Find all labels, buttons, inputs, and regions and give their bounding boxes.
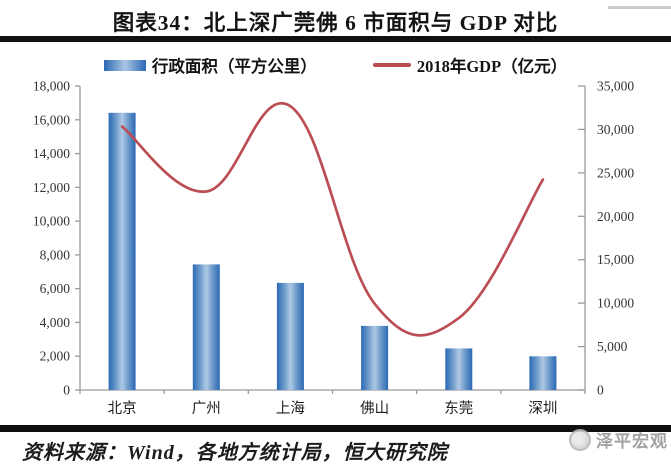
svg-text:12,000: 12,000 [33,180,70,195]
svg-text:35,000: 35,000 [597,79,634,94]
svg-text:20,000: 20,000 [597,209,634,224]
watermark: 泽平宏观 [569,427,668,452]
gdp-line [120,102,545,337]
source-note: 资料来源：Wind，各地方统计局，恒大研究院 [22,442,448,464]
legend-label-area: 行政面积（平方公里） [151,57,317,76]
svg-text:14,000: 14,000 [33,146,70,161]
svg-text:佛山: 佛山 [360,400,389,417]
area-bar-swatch-icon [103,59,146,71]
title-divider [0,36,671,42]
svg-text:深圳: 深圳 [528,400,557,417]
bar-佛山 [361,325,389,390]
svg-text:5,000: 5,000 [597,339,628,354]
svg-text:广州: 广州 [192,400,221,417]
svg-text:6,000: 6,000 [40,281,71,296]
svg-text:10,000: 10,000 [597,296,634,311]
bar-深圳 [529,356,557,390]
svg-text:0: 0 [597,383,604,398]
watermark-text: 泽平宏观 [596,432,668,451]
axes [75,85,586,394]
svg-text:东莞: 东莞 [444,400,473,417]
bar-北京 [108,112,136,391]
svg-text:18,000: 18,000 [33,79,70,94]
legend-item-area: 行政面积（平方公里） [103,53,317,77]
gdp-line-swatch-icon [372,63,411,67]
bar-广州 [192,264,220,390]
chart-legend: 行政面积（平方公里） 2018年GDP（亿元） [0,52,671,78]
bar-上海 [276,282,304,390]
left-axis-labels: 0 2,000 4,000 6,000 8,000 10,000 12,000 14,000 1… [33,79,70,398]
area-bars [108,112,557,391]
svg-text:16,000: 16,000 [33,112,70,127]
right-axis-labels: 0 5,000 10,000 15,000 20,000 25,000 30,000 35,0… [597,79,634,398]
chart-title: 图表34：北上深广莞佛 6 市面积与 GDP 对比 [112,11,559,35]
svg-text:25,000: 25,000 [597,165,634,180]
svg-text:2,000: 2,000 [40,349,71,364]
svg-text:0: 0 [63,383,70,398]
legend-item-gdp: 2018年GDP（亿元） [372,53,568,77]
svg-text:4,000: 4,000 [40,315,71,330]
watermark-logo-icon [569,428,591,451]
bar-东莞 [445,348,473,390]
bottom-divider [0,425,671,432]
svg-text:15,000: 15,000 [597,252,634,267]
svg-text:10,000: 10,000 [33,214,70,229]
svg-text:30,000: 30,000 [597,122,634,137]
svg-text:北京: 北京 [108,400,137,417]
svg-text:8,000: 8,000 [40,247,71,262]
legend-label-gdp: 2018年GDP（亿元） [416,57,568,76]
svg-text:上海: 上海 [276,400,305,417]
decorative-top-right-line [608,6,671,9]
category-labels: 北京 广州 上海 佛山 东莞 深圳 [108,400,558,417]
